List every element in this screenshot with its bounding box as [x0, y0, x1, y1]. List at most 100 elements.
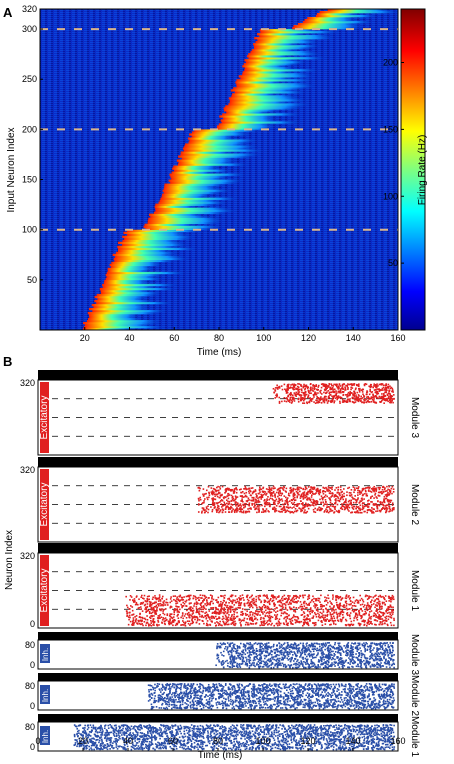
- spike: [218, 511, 220, 514]
- spike: [358, 611, 361, 614]
- spike: [331, 610, 333, 612]
- spike: [287, 644, 290, 647]
- spike: [254, 610, 257, 612]
- spike: [340, 660, 342, 663]
- spike: [340, 387, 343, 389]
- spike: [270, 492, 272, 495]
- spike: [256, 495, 258, 497]
- spike: [355, 507, 358, 510]
- spike: [370, 596, 372, 598]
- spike: [327, 648, 329, 650]
- spike: [389, 650, 391, 653]
- spike: [324, 499, 327, 501]
- spike: [175, 622, 178, 625]
- spike: [358, 610, 360, 613]
- spike: [240, 510, 242, 513]
- spike: [229, 489, 232, 492]
- spike: [195, 596, 197, 599]
- spike: [283, 603, 286, 605]
- spike: [166, 614, 169, 617]
- spike: [334, 595, 337, 597]
- spike: [249, 657, 251, 659]
- spike: [324, 616, 326, 619]
- colorbar-tick-label: 100: [383, 191, 398, 201]
- spike: [202, 601, 204, 603]
- spike: [247, 601, 249, 604]
- spike: [242, 596, 245, 599]
- spike: [298, 607, 300, 609]
- spike: [175, 605, 177, 608]
- spike: [260, 609, 262, 612]
- spike: [259, 594, 261, 597]
- spike: [333, 617, 336, 620]
- spike: [325, 607, 327, 610]
- spike: [337, 646, 340, 649]
- spike: [357, 622, 360, 625]
- spike: [261, 490, 264, 493]
- spike: [192, 621, 195, 624]
- spike: [226, 620, 229, 623]
- spike: [312, 665, 314, 667]
- spike: [290, 489, 293, 491]
- spike: [280, 510, 283, 513]
- heatmap-row: [105, 273, 164, 277]
- spike: [264, 622, 267, 625]
- spike: [323, 391, 325, 394]
- spike: [258, 511, 260, 513]
- spike: [373, 663, 376, 666]
- spike: [355, 394, 357, 396]
- spike: [301, 609, 303, 611]
- spike: [366, 598, 369, 600]
- spike: [264, 662, 267, 665]
- spike: [386, 507, 388, 510]
- spike: [346, 385, 349, 388]
- spike: [342, 616, 345, 619]
- spike: [357, 486, 360, 488]
- spike: [146, 621, 149, 624]
- spike: [253, 649, 255, 652]
- spike: [331, 502, 333, 505]
- heatmap-row: [155, 209, 238, 212]
- spike: [320, 594, 322, 597]
- spike: [199, 615, 201, 618]
- spike: [268, 502, 271, 505]
- spike: [388, 597, 390, 600]
- heatmap-row: [155, 203, 219, 206]
- spike: [337, 509, 340, 512]
- spike: [270, 597, 272, 600]
- spike: [352, 394, 354, 396]
- spike: [334, 623, 337, 626]
- spike: [268, 491, 271, 494]
- spike: [159, 600, 162, 602]
- spike: [342, 663, 344, 666]
- spike: [152, 596, 154, 599]
- spike: [152, 619, 154, 622]
- spike: [290, 602, 292, 605]
- spike: [294, 662, 297, 665]
- spike: [231, 608, 234, 611]
- spike: [217, 622, 219, 624]
- spike: [169, 598, 172, 600]
- heatmap-row: [181, 157, 237, 160]
- spike: [288, 648, 291, 651]
- spike: [150, 615, 152, 617]
- spike: [236, 645, 239, 647]
- spike: [165, 598, 168, 601]
- spike: [292, 495, 295, 498]
- spike: [197, 602, 199, 605]
- spike: [346, 649, 348, 651]
- spike: [263, 498, 266, 501]
- heatmap-row: [105, 277, 164, 281]
- spike: [385, 615, 388, 618]
- spike: [381, 621, 383, 623]
- spike: [393, 398, 395, 400]
- spike: [322, 400, 325, 403]
- spike: [242, 496, 245, 498]
- spike: [367, 620, 370, 622]
- spike: [214, 611, 217, 613]
- spike: [238, 488, 241, 491]
- spike: [360, 397, 363, 400]
- spike: [144, 603, 147, 606]
- excitatory-label: Excitatory: [39, 396, 50, 440]
